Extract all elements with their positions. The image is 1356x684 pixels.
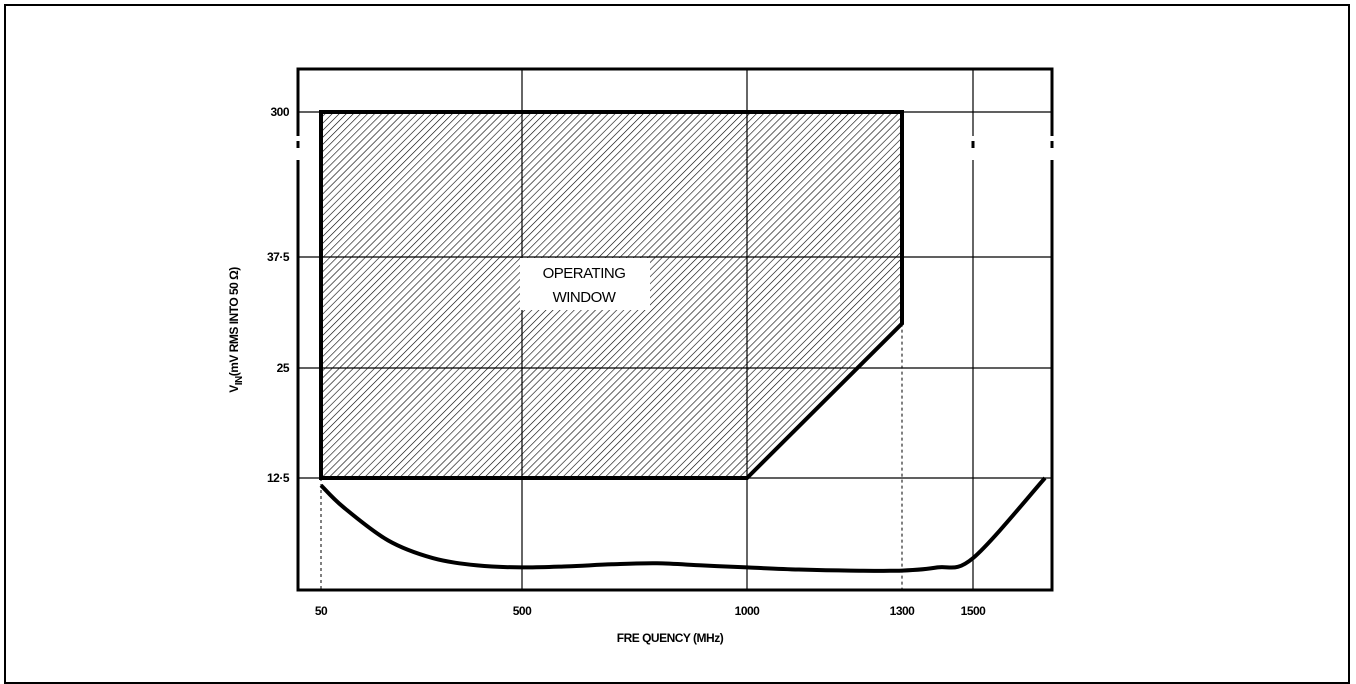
annotation-line-1: OPERATING [543, 265, 626, 282]
x-tick-label: 50 [315, 604, 328, 618]
x-tick-label: 500 [513, 604, 532, 618]
x-axis-title: FRE QUENCY (MHz) [617, 631, 724, 645]
y-tick-label: 37·5 [267, 250, 290, 264]
guide-lines [320, 323, 903, 590]
y-axis-title-main: V [227, 385, 241, 393]
x-tick-label: 1500 [961, 604, 987, 618]
y-axis-title-sub: IN [234, 376, 245, 385]
y-tick-label: 25 [277, 361, 290, 375]
y-axis-title-rest: (mV RMS INTO 50 Ω) [227, 267, 241, 377]
sensitivity-curve [319, 476, 1047, 573]
x-tick-label: 1300 [890, 604, 916, 618]
axis-breaks [295, 136, 1055, 160]
annotation-line-2: WINDOW [553, 289, 617, 306]
x-tick-label: 1000 [735, 604, 761, 618]
annotation-background [520, 258, 650, 310]
y-tick-labels: 300 37·5 25 12·5 [267, 105, 290, 485]
x-tick-labels: 50 500 1000 1300 1500 [315, 604, 987, 618]
y-tick-label: 12·5 [267, 471, 290, 485]
y-tick-label: 300 [270, 105, 289, 119]
y-axis-title: VIN(mV RMS INTO 50 Ω) [227, 267, 245, 393]
